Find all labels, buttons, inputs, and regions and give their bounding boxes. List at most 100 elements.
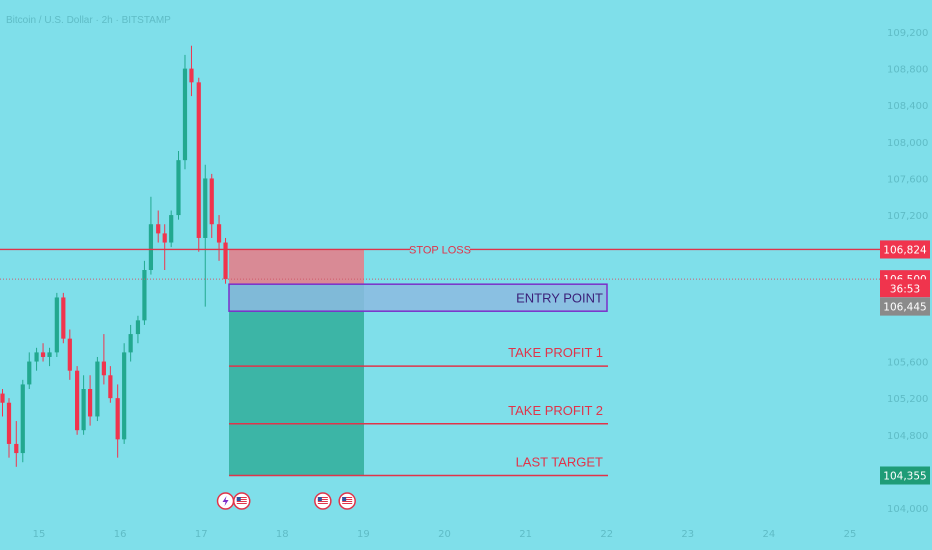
candle-body <box>61 297 66 339</box>
price-tick-label: 105,200 <box>887 394 928 405</box>
flag-stripe <box>317 501 328 502</box>
price-tick-label: 105,600 <box>887 358 928 369</box>
candle-body <box>162 233 167 243</box>
lightning-glyph <box>222 496 229 506</box>
date-tick-label: 22 <box>600 529 613 540</box>
candle-body <box>142 270 147 321</box>
price-tag <box>880 279 930 298</box>
annotation-lines: STOP LOSS ENTRY POINT TAKE PROFIT 1 TAKE PR… <box>0 244 880 477</box>
flag-stripe <box>317 499 328 500</box>
price-tick-label: 104,000 <box>887 504 928 515</box>
price-tick-label: 108,000 <box>887 138 928 149</box>
flag-stripe <box>236 499 247 500</box>
date-tick-label: 23 <box>681 529 694 540</box>
candle-body <box>176 160 181 216</box>
candle-body <box>148 224 154 270</box>
date-tick-label: 25 <box>844 529 857 540</box>
flag-stripe <box>342 501 353 502</box>
event-markers <box>216 492 356 510</box>
date-tick-label: 21 <box>519 529 532 540</box>
candle-body <box>95 361 100 417</box>
date-tick-label: 18 <box>276 529 289 540</box>
candle-body <box>20 384 25 454</box>
flag-stripe <box>236 503 247 504</box>
price-tag-label: 36:53 <box>890 283 920 295</box>
candle-body <box>223 242 228 280</box>
flag-canton <box>236 497 241 501</box>
flag-stripe <box>317 497 328 498</box>
price-tag <box>880 297 930 316</box>
candle-body <box>115 398 120 440</box>
price-tag-label: 106,824 <box>883 244 927 256</box>
candle-body <box>196 82 201 238</box>
candle-body <box>216 224 222 243</box>
candle-body <box>40 352 46 357</box>
date-tick-label: 17 <box>195 529 208 540</box>
date-tick-label: 15 <box>33 529 46 540</box>
price-tick-label: 107,200 <box>887 211 928 222</box>
flag-stripe <box>236 501 247 502</box>
date-tick-label: 24 <box>763 529 776 540</box>
lightning-icon <box>216 492 235 510</box>
price-tag <box>880 240 930 259</box>
price-scale-labels: 109,200 108,800 108,400 108,000 107,600 107,2… <box>887 28 928 515</box>
candle-body <box>189 68 194 83</box>
price-tag-label: 106,445 <box>883 302 926 314</box>
candle-body <box>156 224 161 234</box>
flag-stripe <box>236 497 247 498</box>
candle-body <box>47 352 52 357</box>
flag-stripe <box>317 503 328 504</box>
candle-body <box>209 178 214 225</box>
us-flag-icon <box>314 492 332 510</box>
date-tick-label: 20 <box>438 529 451 540</box>
entry-point-label: ENTRY POINT <box>516 291 603 306</box>
price-tick-label: 108,400 <box>887 101 928 112</box>
take-profit-2-label: TAKE PROFIT 2 <box>508 403 603 418</box>
candle-body <box>203 178 208 238</box>
candle-body <box>0 393 5 403</box>
price-tick-label: 109,200 <box>887 28 928 39</box>
profit-zone <box>229 284 364 476</box>
candle-body <box>101 361 106 376</box>
symbol-title: Bitcoin / U.S. Dollar · 2h · BITSTAMP <box>6 15 171 26</box>
price-tick-label: 104,800 <box>887 431 928 442</box>
candle-body <box>169 215 174 243</box>
stop-loss-zone <box>229 249 364 285</box>
last-target-label: LAST TARGET <box>516 455 603 470</box>
candle-body <box>87 389 93 417</box>
candle-body <box>34 352 39 362</box>
flag-canton <box>342 497 347 501</box>
candle-body <box>182 68 188 161</box>
candle-body <box>135 320 141 335</box>
candle-body <box>54 297 59 353</box>
candle-body <box>67 338 72 371</box>
entry-point-box <box>228 283 608 312</box>
date-scale-labels: 15 16 17 18 19 20 21 22 23 24 25 <box>33 529 857 540</box>
date-tick-label: 16 <box>114 529 127 540</box>
position-zones <box>229 249 364 476</box>
us-flag-icon <box>233 492 251 510</box>
us-flag-icon <box>338 492 356 510</box>
flag-stripe <box>342 497 353 498</box>
candle-body <box>122 352 127 440</box>
flag-stripe <box>342 499 353 500</box>
candle-body <box>81 389 86 431</box>
price-tick-label: 107,600 <box>887 174 928 185</box>
candle-body <box>128 334 133 353</box>
take-profit-1-label: TAKE PROFIT 1 <box>508 345 603 360</box>
candle-body <box>108 375 113 399</box>
price-tick-label: 108,800 <box>887 65 928 76</box>
candle-body <box>6 402 12 444</box>
price-tag <box>880 466 930 485</box>
stop-loss-label: STOP LOSS <box>409 244 471 256</box>
price-tag-label: 104,355 <box>883 471 926 483</box>
flag-stripe <box>342 503 353 504</box>
candle-body <box>14 443 19 454</box>
date-tick-label: 19 <box>357 529 370 540</box>
flag-canton <box>317 497 322 501</box>
candle-body <box>27 361 32 385</box>
candlesticks <box>0 45 228 467</box>
